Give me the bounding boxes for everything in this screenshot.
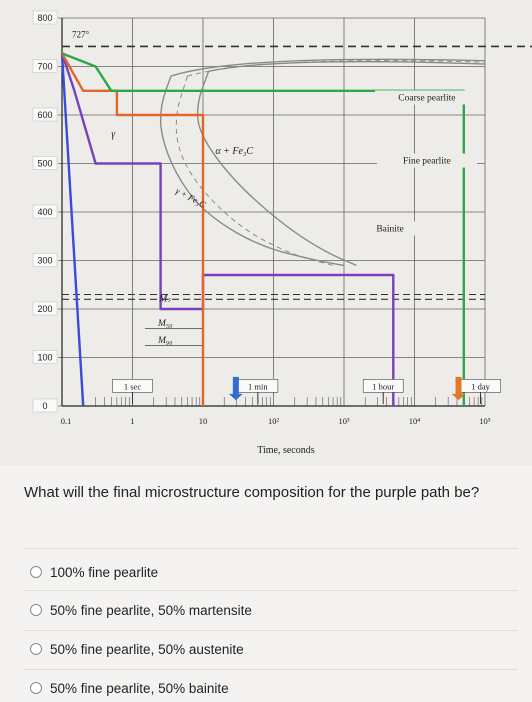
separator	[24, 630, 518, 631]
fifty-curve-top	[187, 60, 486, 77]
option-50-fine-pearlite-50-austenite[interactable]: 50% fine pearlite, 50% austenite	[30, 635, 244, 663]
y-tick-label-box	[32, 204, 58, 219]
alpha-fe3c-label: α + Fe₃C	[215, 146, 253, 157]
radio-circle-icon[interactable]	[30, 682, 42, 694]
x-tick-label: 10⁵	[479, 416, 491, 426]
y-tick-label: 400	[37, 207, 52, 217]
ms-label: Mₛ	[158, 295, 171, 305]
transformation-start-curve	[159, 75, 345, 267]
option-50-fine-pearlite-50-martensite[interactable]: 50% fine pearlite, 50% martensite	[30, 596, 252, 624]
y-tick-label: 500	[37, 159, 52, 169]
x-tick-label: 10	[199, 416, 208, 426]
time-marker-box	[112, 379, 153, 393]
radio-circle-icon[interactable]	[30, 566, 42, 578]
m50-label: M₅₀	[157, 319, 173, 329]
x-tick-label: 1	[130, 416, 134, 426]
x-tick-label: 0.1	[61, 416, 72, 426]
x-axis-label: Time, seconds	[257, 445, 315, 456]
y-tick-label: 200	[37, 304, 52, 314]
y-tick-label-box	[32, 301, 58, 316]
finish-curve-top	[208, 60, 486, 73]
y-tick-label: 300	[37, 256, 52, 266]
ttt-diagram: 0 100 200 300 400 500 600 700 800 0.1 1 10 10² 10³ 10⁴…	[32, 10, 532, 456]
option-label: 50% fine pearlite, 50% martensite	[50, 602, 252, 618]
y-tick-label: 0	[42, 401, 47, 411]
y-tick-label-box	[32, 253, 58, 267]
down-arrow-icon	[228, 376, 243, 401]
orange-cooling-path	[60, 52, 205, 406]
y-tick-label: 700	[37, 62, 52, 72]
eutectoid-label: 727°	[72, 29, 90, 39]
y-tick-label-box	[32, 156, 58, 170]
fine-pearlite-bg	[376, 153, 477, 168]
ttt-chart-svg: 0 100 200 300 400 500 600 700 800 0.1 1 10 10² 10³ 10⁴…	[32, 10, 532, 456]
y-tick-label-box	[32, 350, 58, 364]
down-arrow-icon	[451, 376, 466, 401]
separator	[24, 548, 518, 549]
y-tick-label-box	[32, 59, 58, 73]
y-tick-label: 100	[37, 353, 52, 363]
y-tick-label: 600	[37, 110, 52, 120]
time-marker-label: 1 sec	[124, 381, 141, 391]
separator	[24, 590, 518, 591]
transformation-finish-curve	[196, 71, 357, 267]
bainite-label: Bainite	[376, 224, 403, 234]
x-tick-label: 10²	[268, 416, 280, 426]
time-marker-box	[362, 379, 404, 393]
coarse-pearlite-bg	[374, 90, 479, 105]
y-tick-label-box	[32, 107, 58, 122]
x-tick-label: 10⁴	[409, 416, 421, 426]
x-tick-label: 10³	[338, 416, 350, 426]
question-text: What will the final microstructure compo…	[24, 484, 480, 501]
time-marker-label: 1 min	[248, 381, 268, 391]
blue-cooling-path	[60, 53, 85, 407]
option-label: 100% fine pearlite	[50, 564, 159, 580]
m90-label: M₉₀	[157, 336, 173, 346]
radio-circle-icon[interactable]	[30, 643, 42, 655]
fine-pearlite-label: Fine pearlite	[403, 157, 451, 167]
time-marker-label: 1 hour	[372, 381, 394, 391]
option-label: 50% fine pearlite, 50% bainite	[50, 680, 229, 696]
option-50-fine-pearlite-50-bainite[interactable]: 50% fine pearlite, 50% bainite	[30, 674, 229, 702]
y-tick-label-box	[32, 398, 58, 413]
y-tick-label: 800	[37, 13, 52, 23]
fifty-percent-curve	[175, 76, 334, 266]
green-cooling-path	[61, 52, 465, 406]
start-curve-top	[170, 58, 486, 77]
option-100-fine-pearlite[interactable]: 100% fine pearlite	[30, 558, 158, 586]
y-tick-label-box	[32, 10, 58, 25]
purple-cooling-path	[60, 53, 395, 406]
option-label: 50% fine pearlite, 50% austenite	[50, 641, 244, 657]
bainite-bg	[362, 221, 419, 236]
coarse-pearlite-label: Coarse pearlite	[398, 93, 455, 103]
separator	[24, 669, 518, 670]
gamma-label: γ	[111, 129, 116, 140]
time-marker-label: 1 day	[471, 381, 490, 391]
radio-circle-icon[interactable]	[30, 604, 42, 616]
